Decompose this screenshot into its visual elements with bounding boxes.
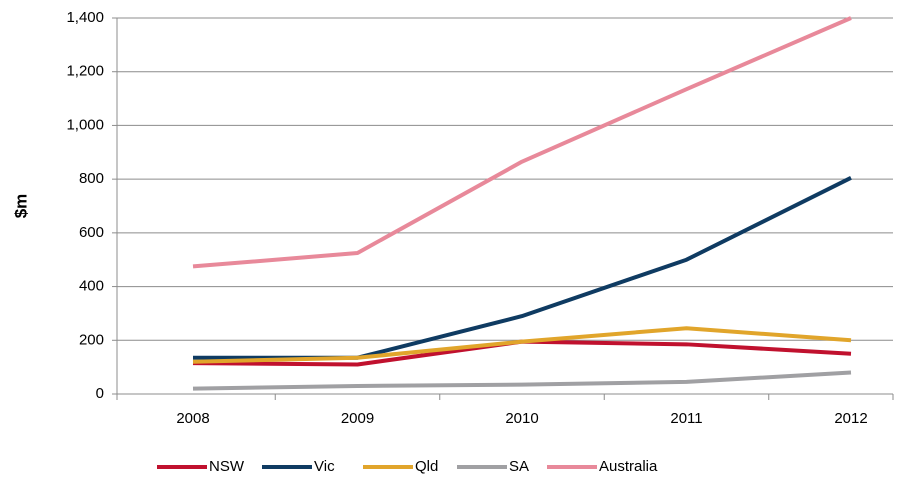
x-tick-label: 2008: [176, 410, 209, 427]
y-tick-label: 1,200: [66, 63, 104, 80]
y-tick-label: 600: [79, 224, 104, 241]
legend-label: Vic: [314, 458, 335, 475]
y-tick-label: 1,400: [66, 9, 104, 26]
y-tick-label: 0: [96, 385, 104, 402]
series-line: [192, 326, 852, 364]
legend-label: NSW: [209, 458, 245, 475]
series-line: [192, 370, 852, 391]
y-axis-label: $m: [11, 194, 30, 219]
legend-label: Australia: [599, 458, 658, 475]
x-tick-label: 2010: [505, 410, 538, 427]
y-tick-label: 1,000: [66, 116, 104, 133]
y-tick-label: 200: [79, 331, 104, 348]
series-line: [193, 176, 852, 360]
x-tick-label: 2011: [670, 410, 702, 427]
y-tick-label: 400: [79, 278, 104, 295]
y-tick-label: 800: [79, 170, 104, 187]
series-line: [192, 16, 852, 269]
legend-label: Qld: [415, 458, 438, 475]
x-tick-label: 2012: [834, 410, 867, 427]
x-tick-label: 2009: [341, 410, 374, 427]
legend-label: SA: [509, 458, 529, 475]
